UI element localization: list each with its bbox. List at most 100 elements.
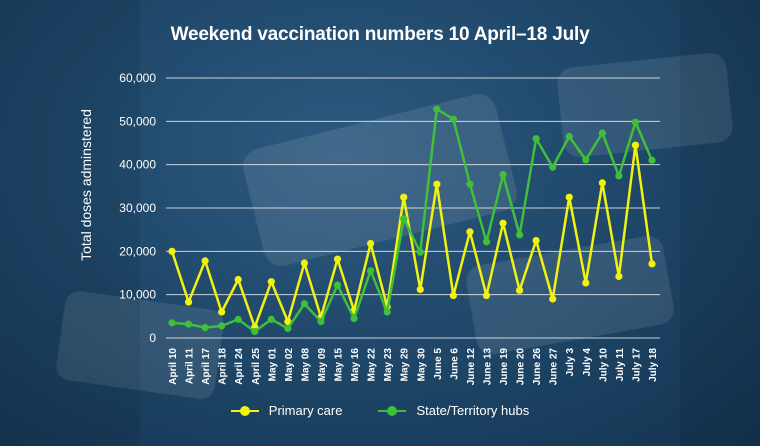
x-tick-label: July 17	[631, 348, 642, 382]
x-tick-label: July 4	[582, 348, 593, 377]
y-tick-label: 60,000	[119, 71, 156, 85]
data-point-state-territory-hubs	[433, 105, 441, 113]
data-point-primary-care	[218, 308, 226, 316]
data-point-state-territory-hubs	[201, 324, 209, 332]
data-point-primary-care	[416, 285, 424, 294]
x-tick-label: May 02	[284, 348, 295, 382]
data-point-state-territory-hubs	[598, 129, 606, 137]
data-point-state-territory-hubs	[565, 132, 573, 141]
x-tick-label: May 01	[267, 348, 278, 382]
x-tick-label: June 13	[482, 348, 493, 386]
data-point-primary-care	[615, 272, 623, 281]
data-point-primary-care	[234, 275, 242, 284]
legend-swatch-state-territory-hubs	[378, 405, 407, 416]
x-tick-label: April 25	[251, 348, 262, 385]
data-point-primary-care	[466, 228, 474, 236]
data-point-state-territory-hubs	[466, 180, 474, 188]
data-point-primary-care	[201, 257, 209, 265]
data-point-primary-care	[367, 239, 375, 248]
x-tick-label: June 5	[433, 348, 444, 380]
data-point-state-territory-hubs	[400, 215, 408, 223]
data-point-state-territory-hubs	[582, 156, 590, 164]
data-point-primary-care	[582, 279, 590, 287]
data-point-state-territory-hubs	[333, 281, 342, 289]
data-point-state-territory-hubs	[631, 118, 640, 126]
data-point-state-territory-hubs	[218, 322, 226, 330]
data-point-state-territory-hubs	[499, 171, 507, 179]
data-point-primary-care	[565, 193, 573, 201]
data-point-state-territory-hubs	[532, 135, 540, 143]
y-tick-label: 50,000	[119, 114, 156, 128]
x-tick-label: June 6	[449, 348, 460, 380]
data-point-state-territory-hubs	[350, 314, 358, 323]
legend: Primary care State/Territory hubs	[0, 403, 760, 418]
x-tick-label: June 27	[549, 348, 560, 386]
x-tick-label: May 09	[317, 348, 328, 382]
y-tick-label: 40,000	[119, 158, 156, 172]
data-point-state-territory-hubs	[383, 308, 391, 316]
data-point-state-territory-hubs	[648, 156, 656, 164]
data-point-state-territory-hubs	[515, 231, 524, 239]
data-point-state-territory-hubs	[184, 320, 193, 328]
data-point-state-territory-hubs	[416, 248, 424, 256]
data-point-primary-care	[184, 298, 193, 306]
data-point-state-territory-hubs	[168, 319, 176, 327]
x-tick-label: April 18	[218, 348, 229, 385]
data-point-state-territory-hubs	[251, 327, 259, 336]
y-tick-label: 20,000	[119, 244, 156, 258]
x-tick-label: May 16	[350, 348, 361, 382]
y-tick-label: 10,000	[119, 288, 156, 302]
x-tick-label: May 22	[367, 348, 378, 382]
data-point-primary-care	[284, 317, 292, 326]
x-tick-label: May 08	[300, 348, 311, 382]
x-tick-label: July 18	[648, 348, 659, 382]
data-point-state-territory-hubs	[449, 115, 457, 123]
x-tick-label: June 20	[516, 348, 527, 386]
x-tick-label: May 23	[383, 348, 394, 382]
x-tick-label: June 12	[466, 348, 477, 386]
data-point-state-territory-hubs	[482, 238, 491, 246]
x-tick-label: July 3	[565, 348, 576, 377]
data-point-state-territory-hubs	[267, 315, 275, 323]
chart-title: Weekend vaccination numbers 10 April–18 …	[170, 24, 590, 45]
x-tick-label: May 30	[416, 348, 427, 382]
data-point-primary-care	[598, 179, 606, 187]
data-point-state-territory-hubs	[284, 324, 292, 333]
data-point-primary-care	[648, 260, 656, 268]
data-point-primary-care	[631, 141, 640, 149]
data-point-primary-care	[168, 247, 176, 255]
data-point-primary-care	[267, 278, 275, 286]
data-point-primary-care	[532, 236, 540, 245]
legend-label-state-territory-hubs: State/Territory hubs	[416, 403, 530, 418]
x-tick-label: April 17	[201, 348, 212, 385]
data-point-state-territory-hubs	[615, 172, 623, 180]
data-point-primary-care	[449, 291, 457, 300]
data-point-primary-care	[333, 255, 342, 263]
data-point-state-territory-hubs	[317, 317, 325, 326]
x-tick-label: July 11	[615, 348, 626, 382]
legend-item-state-territory-hubs[interactable]: State/Territory hubs	[378, 403, 529, 418]
data-point-primary-care	[433, 180, 441, 188]
legend-swatch-primary-care	[230, 405, 259, 416]
x-tick-label: May 15	[334, 348, 345, 382]
x-tick-label: July 10	[598, 348, 609, 382]
data-point-primary-care	[515, 286, 524, 294]
x-tick-label: June 19	[499, 348, 510, 386]
x-tick-label: June 26	[532, 348, 543, 386]
y-tick-label: 30,000	[119, 201, 156, 215]
data-point-state-territory-hubs	[234, 315, 242, 323]
data-point-state-territory-hubs	[367, 267, 375, 275]
series-line-primary-care	[170, 143, 654, 329]
legend-label-primary-care: Primary care	[268, 403, 343, 418]
x-tick-label: April 11	[185, 348, 196, 385]
x-tick-label: April 24	[234, 348, 245, 385]
data-point-primary-care	[400, 193, 408, 201]
y-tick-label: 0	[149, 331, 156, 345]
legend-item-primary-care[interactable]: Primary care	[230, 403, 343, 418]
data-point-primary-care	[300, 259, 309, 267]
data-point-state-territory-hubs	[549, 163, 557, 171]
data-point-primary-care	[482, 291, 491, 300]
